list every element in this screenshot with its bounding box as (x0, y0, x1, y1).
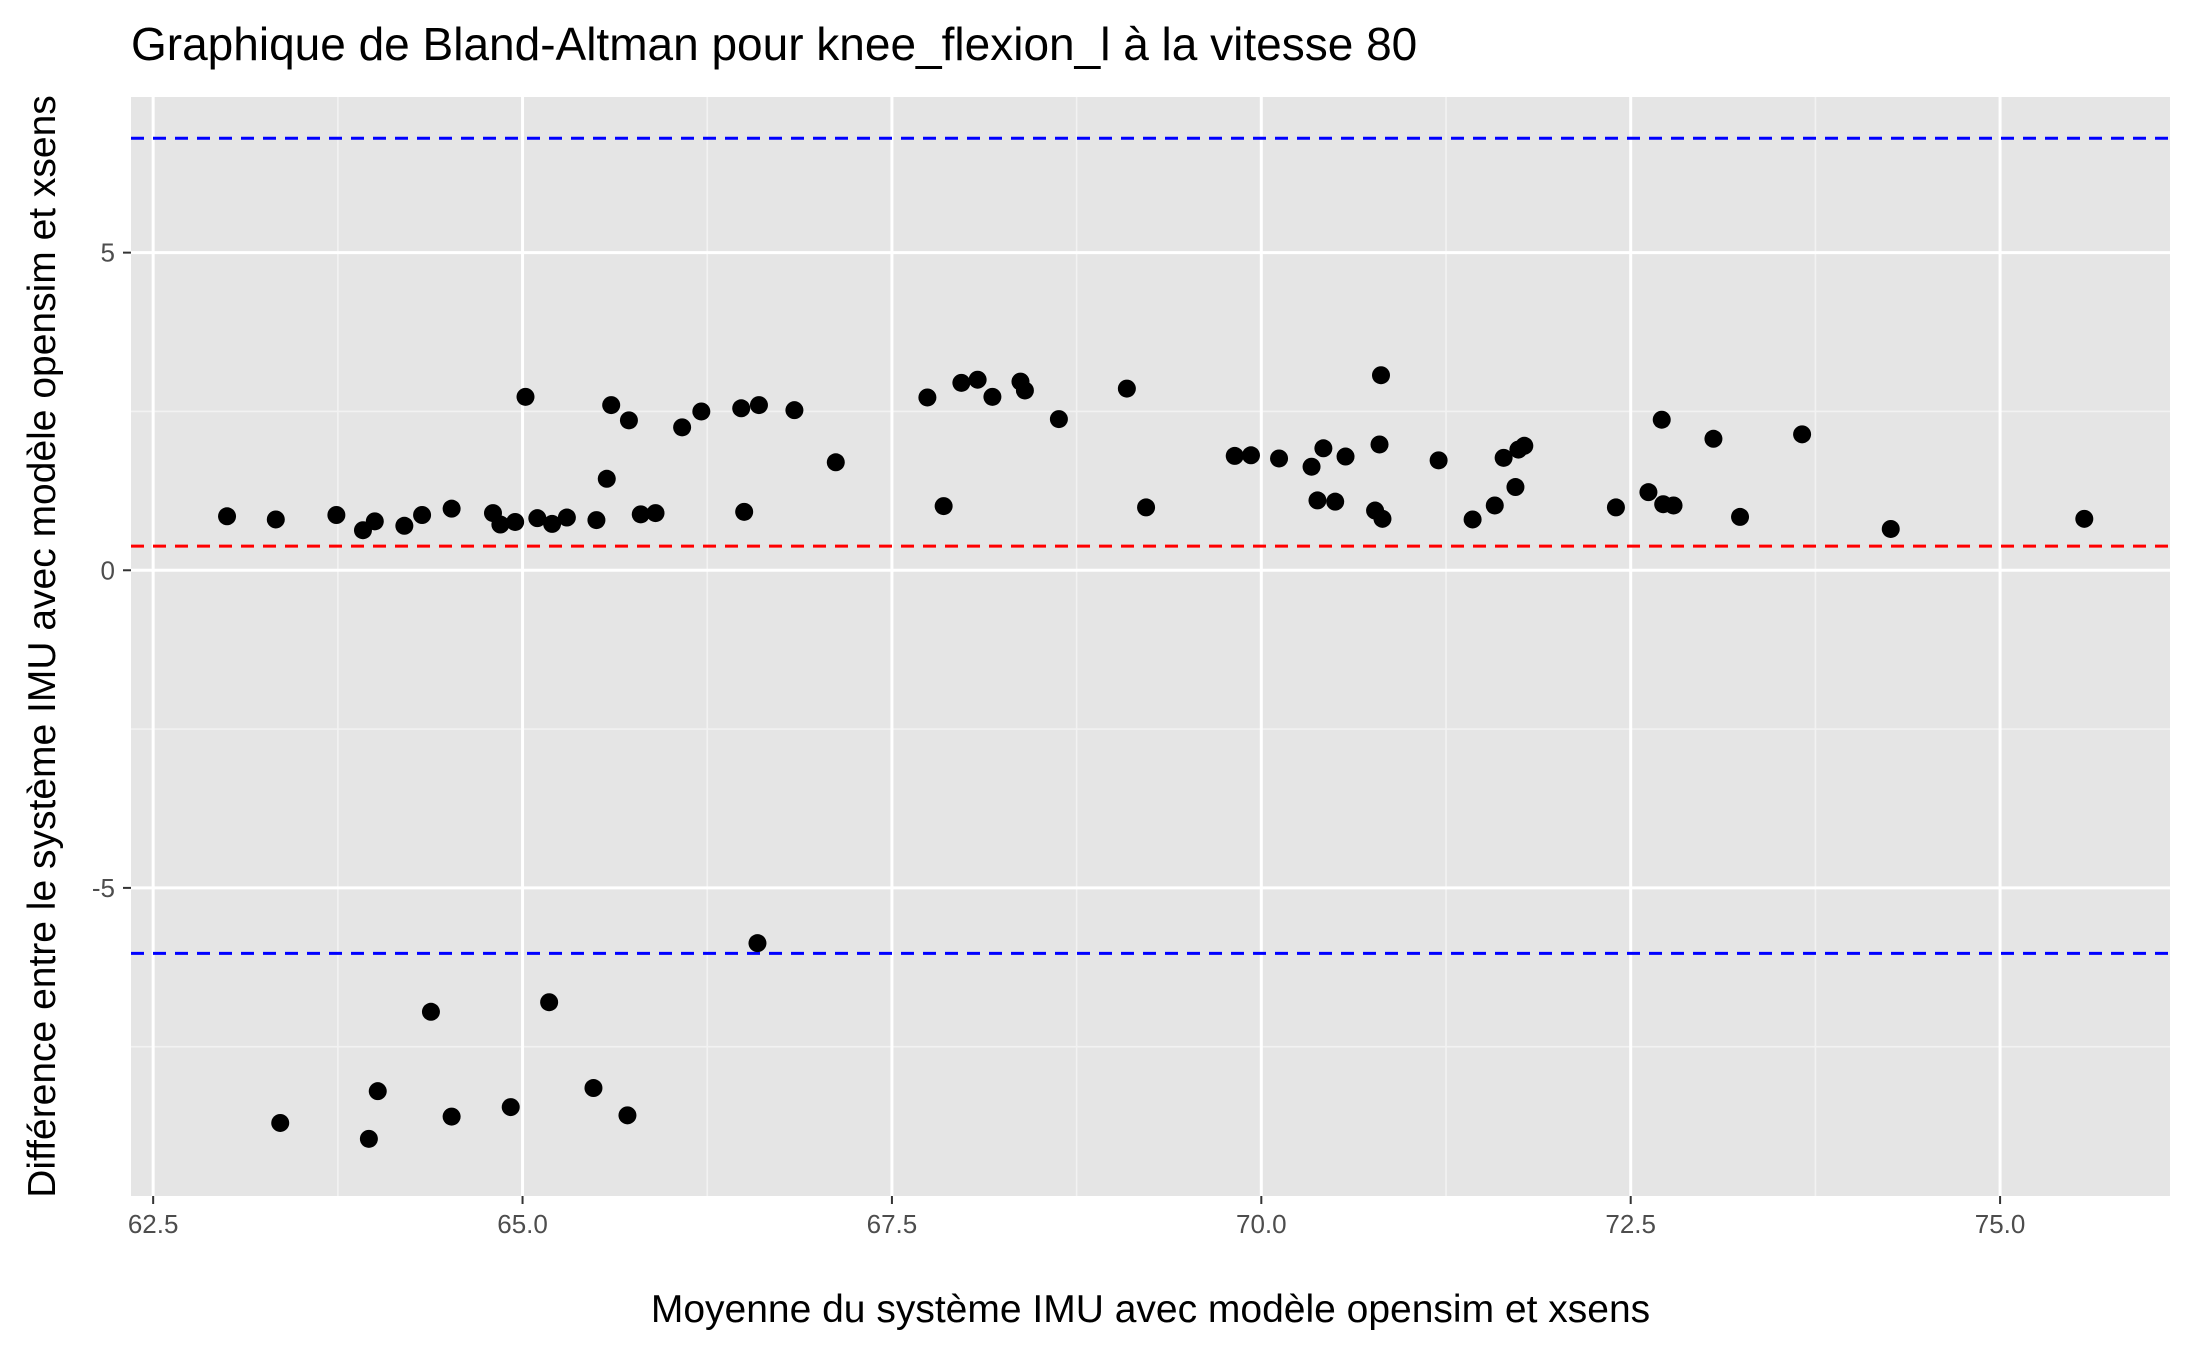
data-point-51 (1463, 510, 1482, 529)
x-axis-title: Moyenne du système IMU avec modèle opens… (651, 1288, 1650, 1331)
data-point-14 (557, 508, 576, 527)
data-point-61 (1664, 496, 1683, 515)
data-point-23 (732, 399, 751, 418)
x-tick-label: 67.5 (867, 1209, 918, 1239)
data-point-20 (646, 504, 665, 523)
data-point-26 (785, 401, 804, 420)
data-point-18 (619, 411, 638, 430)
data-point-50 (1429, 451, 1448, 470)
data-point-25 (749, 396, 768, 415)
y-tick-label: 0 (101, 555, 115, 585)
data-point-44 (1326, 492, 1345, 511)
data-point-9 (491, 515, 510, 534)
data-point-24 (735, 502, 754, 521)
data-point-39 (1241, 446, 1260, 465)
data-point-1 (266, 510, 285, 529)
data-point-31 (968, 370, 987, 389)
data-point-67 (271, 1113, 290, 1132)
x-axis: 62.5 65.0 67.5 70.0 72.5 75.0 (128, 1196, 2026, 1239)
data-point-28 (918, 388, 937, 407)
data-point-36 (1117, 379, 1136, 398)
data-point-35 (1049, 410, 1068, 429)
data-point-72 (501, 1098, 520, 1117)
data-point-6 (413, 506, 432, 525)
data-point-71 (442, 1107, 461, 1126)
data-point-15 (587, 511, 606, 530)
data-point-16 (597, 469, 616, 488)
y-tick-label: -5 (92, 873, 115, 903)
x-tick-label: 62.5 (128, 1209, 179, 1239)
data-point-66 (2075, 509, 2094, 528)
data-point-41 (1302, 457, 1321, 476)
data-point-27 (826, 453, 845, 472)
data-point-48 (1371, 366, 1390, 385)
data-point-29 (934, 497, 953, 516)
data-point-32 (983, 387, 1002, 406)
data-point-22 (692, 402, 711, 421)
data-point-75 (618, 1106, 637, 1125)
data-point-49 (1373, 509, 1392, 528)
data-point-74 (584, 1079, 603, 1098)
y-axis: -5 0 5 (92, 238, 131, 903)
data-point-13 (543, 514, 562, 533)
data-point-52 (1485, 496, 1504, 515)
data-point-53 (1494, 448, 1513, 467)
data-point-65 (1881, 519, 1900, 538)
plot-panel (131, 97, 2170, 1196)
data-point-37 (1137, 498, 1156, 517)
data-point-63 (1731, 507, 1750, 526)
data-point-59 (1652, 410, 1671, 429)
y-tick-label: 5 (101, 238, 115, 268)
chart-title: Graphique de Bland-Altman pour knee_flex… (131, 18, 1417, 70)
data-point-17 (602, 396, 621, 415)
data-point-57 (1606, 498, 1625, 517)
data-point-45 (1336, 447, 1355, 466)
data-point-54 (1506, 478, 1525, 497)
data-point-0 (218, 507, 237, 526)
x-tick-label: 70.0 (1236, 1209, 1287, 1239)
data-point-42 (1308, 491, 1327, 510)
data-point-11 (516, 387, 535, 406)
data-point-58 (1639, 483, 1658, 502)
major-gridlines (131, 97, 2170, 1196)
data-point-40 (1270, 449, 1289, 468)
data-point-34 (1015, 381, 1034, 400)
data-point-47 (1370, 435, 1389, 454)
data-point-68 (359, 1129, 378, 1148)
y-axis-title: Différence entre le système IMU avec mod… (21, 95, 64, 1198)
limits-of-agreement (131, 136, 2170, 955)
data-point-30 (952, 373, 971, 392)
data-point-12 (528, 509, 547, 528)
minor-gridlines (131, 97, 2170, 1196)
data-point-5 (395, 516, 414, 535)
data-points (218, 366, 2094, 1148)
data-point-7 (442, 499, 461, 518)
data-point-56 (1515, 436, 1534, 455)
data-point-4 (365, 512, 384, 531)
data-point-73 (540, 993, 559, 1012)
data-point-19 (631, 505, 650, 524)
data-point-69 (368, 1082, 387, 1101)
data-point-76 (748, 934, 767, 953)
x-tick-label: 65.0 (497, 1209, 548, 1239)
x-tick-label: 75.0 (1975, 1209, 2026, 1239)
data-point-62 (1704, 429, 1723, 448)
data-point-38 (1225, 446, 1244, 465)
x-tick-label: 72.5 (1605, 1209, 1656, 1239)
data-point-21 (673, 418, 692, 437)
data-point-64 (1793, 425, 1812, 444)
data-point-2 (327, 506, 346, 525)
data-point-43 (1314, 439, 1333, 458)
data-point-70 (421, 1002, 440, 1021)
data-point-10 (506, 512, 525, 531)
